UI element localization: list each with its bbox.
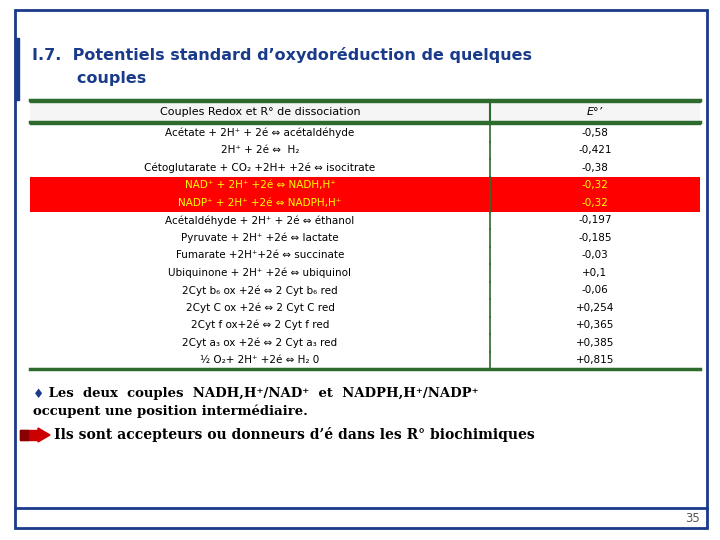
- Bar: [30, 316, 700, 334]
- Bar: [30, 212, 700, 229]
- Bar: [30, 299, 700, 316]
- Text: +0,815: +0,815: [576, 355, 614, 365]
- Text: -0,38: -0,38: [582, 163, 608, 173]
- Text: ♦: ♦: [33, 388, 44, 401]
- Text: Ubiquinone + 2H⁺ +2é ⇔ ubiquinol: Ubiquinone + 2H⁺ +2é ⇔ ubiquinol: [168, 267, 351, 278]
- Bar: [30, 159, 700, 177]
- Bar: [30, 246, 700, 264]
- Text: Acétaldéhyde + 2H⁺ + 2é ⇔ éthanol: Acétaldéhyde + 2H⁺ + 2é ⇔ éthanol: [166, 215, 355, 226]
- Text: Ils sont accepteurs ou donneurs d’é dans les R° biochimiques: Ils sont accepteurs ou donneurs d’é dans…: [54, 427, 535, 442]
- Text: -0,03: -0,03: [582, 250, 608, 260]
- Text: +0,365: +0,365: [576, 320, 614, 330]
- Bar: [30, 229, 700, 246]
- Text: Fumarate +2H⁺+2é ⇔ succinate: Fumarate +2H⁺+2é ⇔ succinate: [176, 250, 344, 260]
- Text: NADP⁺ + 2H⁺ +2é ⇔ NADPH,H⁺: NADP⁺ + 2H⁺ +2é ⇔ NADPH,H⁺: [179, 198, 341, 208]
- Bar: [30, 264, 700, 281]
- Text: -0,185: -0,185: [578, 233, 612, 243]
- Bar: [30, 177, 700, 194]
- Bar: [30, 352, 700, 369]
- Text: -0,32: -0,32: [582, 180, 608, 190]
- Bar: [30, 124, 700, 141]
- Text: I.7.  Potentiels standard d’oxydoréduction de quelques: I.7. Potentiels standard d’oxydoréductio…: [32, 47, 532, 63]
- Bar: [30, 141, 700, 159]
- Bar: [15, 38, 19, 100]
- Text: -0,32: -0,32: [582, 198, 608, 208]
- Bar: [30, 281, 700, 299]
- Text: E°’: E°’: [587, 107, 603, 117]
- Text: Cétoglutarate + CO₂ +2H+ +2é ⇔ isocitrate: Cétoglutarate + CO₂ +2H+ +2é ⇔ isocitrat…: [145, 163, 376, 173]
- Bar: [30, 194, 700, 212]
- Text: 2Cyt f ox+2é ⇔ 2 Cyt f red: 2Cyt f ox+2é ⇔ 2 Cyt f red: [191, 320, 329, 330]
- Text: 2Cyt a₃ ox +2é ⇔ 2 Cyt a₃ red: 2Cyt a₃ ox +2é ⇔ 2 Cyt a₃ red: [182, 338, 338, 348]
- Text: +0,254: +0,254: [576, 303, 614, 313]
- Bar: [20, 430, 38, 440]
- Text: ½ O₂+ 2H⁺ +2é ⇔ H₂ 0: ½ O₂+ 2H⁺ +2é ⇔ H₂ 0: [200, 355, 320, 365]
- Text: -0,421: -0,421: [578, 145, 612, 156]
- Text: Acétate + 2H⁺ + 2é ⇔ acétaldéhyde: Acétate + 2H⁺ + 2é ⇔ acétaldéhyde: [166, 127, 355, 138]
- Text: NAD⁺ + 2H⁺ +2é ⇔ NADH,H⁺: NAD⁺ + 2H⁺ +2é ⇔ NADH,H⁺: [184, 180, 336, 190]
- Text: -0,197: -0,197: [578, 215, 612, 225]
- Text: 35: 35: [685, 512, 700, 525]
- Bar: [30, 334, 700, 352]
- Bar: [26, 430, 28, 440]
- Polygon shape: [38, 428, 50, 442]
- Text: 2Cyt b₆ ox +2é ⇔ 2 Cyt b₆ red: 2Cyt b₆ ox +2é ⇔ 2 Cyt b₆ red: [182, 285, 338, 295]
- Text: -0,06: -0,06: [582, 285, 608, 295]
- Bar: [20, 430, 25, 440]
- Text: occupent une position intermédiaire.: occupent une position intermédiaire.: [33, 404, 308, 417]
- Text: +0,385: +0,385: [576, 338, 614, 348]
- Text: +0,1: +0,1: [582, 268, 608, 278]
- Text: Pyruvate + 2H⁺ +2é ⇔ lactate: Pyruvate + 2H⁺ +2é ⇔ lactate: [181, 233, 339, 243]
- Text: Couples Redox et R° de dissociation: Couples Redox et R° de dissociation: [160, 107, 360, 117]
- Text: -0,58: -0,58: [582, 128, 608, 138]
- Bar: [30, 102, 700, 122]
- Text: couples: couples: [32, 71, 146, 85]
- Text: 2H⁺ + 2é ⇔  H₂: 2H⁺ + 2é ⇔ H₂: [221, 145, 300, 156]
- Text: 2Cyt C ox +2é ⇔ 2 Cyt C red: 2Cyt C ox +2é ⇔ 2 Cyt C red: [186, 302, 334, 313]
- Text: Les  deux  couples  NADH,H⁺/NAD⁺  et  NADPH,H⁺/NADP⁺: Les deux couples NADH,H⁺/NAD⁺ et NADPH,H…: [44, 387, 479, 400]
